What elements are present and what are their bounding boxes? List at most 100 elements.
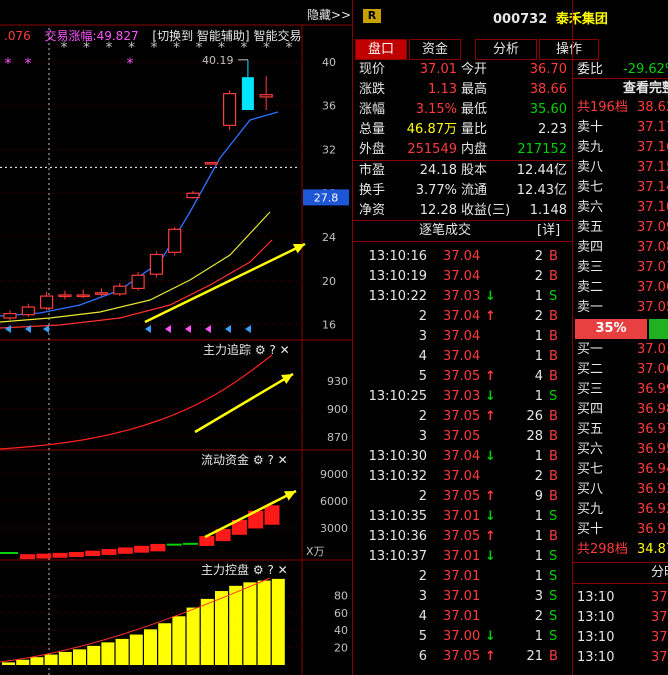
tab-operation[interactable]: 操作 xyxy=(539,39,599,60)
close-icon[interactable]: ✕ xyxy=(279,343,290,357)
tab-pankou[interactable]: 盘口 xyxy=(355,39,407,60)
y-tick-label: 20 xyxy=(322,275,336,288)
trade-volume: 2 xyxy=(534,309,543,324)
trade-price: 37.04 xyxy=(443,309,481,324)
list-item: 买二 37.00 xyxy=(573,360,668,380)
bid-price: 36.98 xyxy=(637,402,668,417)
price-tag xyxy=(303,189,349,206)
trade-price: 37.04 xyxy=(443,449,481,464)
ma-line-red xyxy=(0,239,273,329)
table-row: 3 37.05 28 B xyxy=(353,427,573,447)
control-bar xyxy=(73,649,86,665)
tab-funds[interactable]: 资金 xyxy=(409,39,461,60)
trade-time: 4 xyxy=(418,349,427,364)
list-item: 卖十 37.17 xyxy=(573,118,668,138)
trade-side: B xyxy=(549,429,558,444)
fund-value: 1.148 xyxy=(529,203,567,218)
tab-analysis[interactable]: 分析 xyxy=(475,39,537,60)
trade-side: S xyxy=(549,289,558,304)
ask-price: 37.16 xyxy=(637,140,668,155)
control-bar xyxy=(115,638,129,665)
gear-icon[interactable]: ⚙ xyxy=(252,563,264,577)
indicator-value: 49.827 xyxy=(96,29,139,43)
trade-volume: 2 xyxy=(534,469,543,484)
control-label: 主力控盘 xyxy=(201,563,250,577)
table-row: 13:10:16 37.04 2 B xyxy=(353,247,573,267)
ask-price: 37.08 xyxy=(637,240,668,255)
liquidity-bar xyxy=(134,545,150,553)
candle-body xyxy=(3,312,17,319)
arrow-down-icon: ↓ xyxy=(485,289,496,304)
bid-label: 买七 xyxy=(577,462,604,477)
trades-detail-link[interactable]: [详] xyxy=(537,223,561,238)
buy-total-price: 34.87 xyxy=(637,542,668,557)
trades-title: 逐笔成交 xyxy=(419,223,472,238)
trade-price: 37.04 xyxy=(443,349,481,364)
list-item: 买三 36.99 xyxy=(573,380,668,400)
trade-side: B xyxy=(549,649,558,664)
candle-body xyxy=(204,161,218,165)
list-item: 买一 37.01 xyxy=(573,340,668,360)
tracking-line xyxy=(0,354,273,450)
signal-marker xyxy=(5,325,11,333)
control-bar xyxy=(215,591,228,665)
switch-assist-link[interactable]: [切换到 智能辅助] xyxy=(152,29,250,43)
view-all-button[interactable]: 查看完整 xyxy=(623,81,668,96)
trade-price: 37.05 xyxy=(443,369,481,384)
candle-body xyxy=(186,192,200,199)
trade-price: 37.00 xyxy=(443,629,481,644)
sell-total-row: 共196档 38.62 xyxy=(573,98,668,118)
control-bar xyxy=(101,642,115,665)
help-icon[interactable]: ? xyxy=(267,563,274,577)
trade-volume: 3 xyxy=(534,589,543,604)
liquidity-bar xyxy=(36,553,52,559)
trade-time: 13:10:35 xyxy=(368,509,427,524)
signal-marker xyxy=(165,325,171,333)
candle-body xyxy=(39,295,54,309)
table-row: 2 37.01 1 S xyxy=(353,567,573,587)
control-bar xyxy=(44,654,58,665)
trade-side: B xyxy=(549,369,558,384)
y-tick-label: 80 xyxy=(334,589,348,602)
fundamentals-table: 市盈 24.18 股本 12.44亿 换手 3.77% 流通 12.43亿 净资 12.28 收益(… xyxy=(353,160,573,218)
fund-label: 股本 xyxy=(461,163,488,178)
trade-price: 37.01 xyxy=(443,569,481,584)
ask-price: 37.10 xyxy=(637,200,668,215)
ask-price: 37.05 xyxy=(637,300,668,315)
buy-sell-ratio-bar: 35% xyxy=(573,318,668,340)
ask-price: 37.06 xyxy=(637,280,668,295)
smart-trade-link[interactable]: 智能交易 xyxy=(253,29,302,43)
trade-price: 37.01 xyxy=(443,549,481,564)
trade-volume: 4 xyxy=(534,369,543,384)
control-line xyxy=(0,577,271,663)
help-icon[interactable]: ? xyxy=(267,453,274,467)
trade-time: 2 xyxy=(418,569,427,584)
help-icon[interactable]: ? xyxy=(269,343,276,357)
list-item: 买十 36.91 xyxy=(573,520,668,540)
view-all-row[interactable]: 查看完整 xyxy=(573,78,668,99)
candle-body xyxy=(168,228,182,253)
list-item: 卖八 37.15 xyxy=(573,158,668,178)
y-tick-label: 60 xyxy=(334,607,348,620)
star-marker: * xyxy=(286,40,293,56)
hide-button[interactable]: 隐藏>> xyxy=(307,8,352,22)
trade-time: 3 xyxy=(418,429,427,444)
liquidity-bar xyxy=(166,543,182,546)
chart-area: 4036322824201627.8**************40.19930… xyxy=(0,8,352,675)
trades-header: 逐笔成交 [详] xyxy=(353,220,573,242)
trade-time: 6 xyxy=(418,649,427,664)
star-marker: * xyxy=(196,40,203,56)
indicator-header: .076 交易涨幅:49.827 [切换到 智能辅助] 智能交易 xyxy=(4,27,301,44)
close-icon[interactable]: ✕ xyxy=(277,563,288,577)
gear-icon[interactable]: ⚙ xyxy=(252,453,264,467)
close-icon[interactable]: ✕ xyxy=(277,453,288,467)
gear-icon[interactable]: ⚙ xyxy=(254,343,266,357)
arrow-up-icon: ↑ xyxy=(485,309,496,324)
table-row: 5 37.00 ↓ 1 S xyxy=(353,627,573,647)
trade-time: 2 xyxy=(418,309,427,324)
signal-marker xyxy=(225,325,231,333)
liquidity-bar xyxy=(264,505,280,525)
trade-volume: 1 xyxy=(534,549,543,564)
quote-value: 46.87万 xyxy=(406,122,457,137)
liquidity-bar xyxy=(231,519,247,535)
